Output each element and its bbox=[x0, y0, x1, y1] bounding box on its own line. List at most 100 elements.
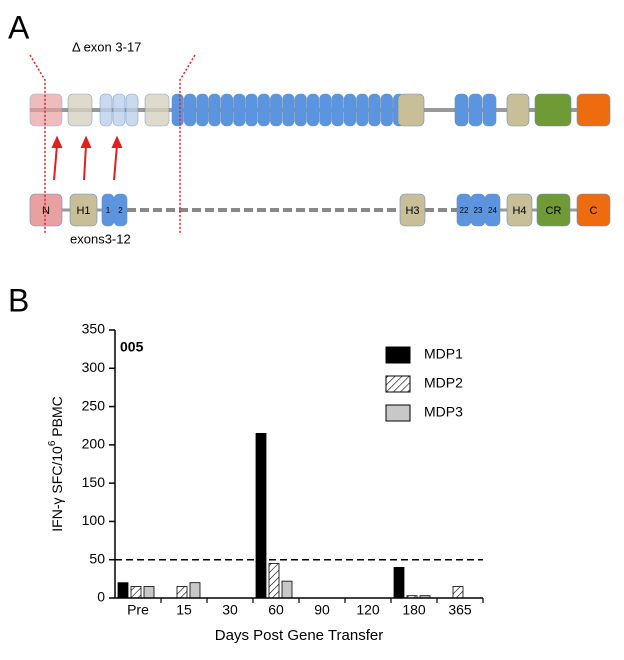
y-tick-label: 0 bbox=[97, 589, 105, 605]
segment bbox=[294, 93, 307, 127]
bar bbox=[393, 566, 405, 599]
arrows bbox=[51, 135, 123, 181]
x-axis-label: Days Post Gene Transfer bbox=[215, 627, 383, 644]
bar bbox=[452, 586, 464, 599]
segment bbox=[380, 93, 393, 127]
deletion-boundary bbox=[179, 54, 196, 235]
bar bbox=[268, 563, 280, 599]
x-tick-label: 30 bbox=[222, 602, 238, 618]
x-tick-label: 15 bbox=[176, 602, 192, 618]
domain-label: H3 bbox=[405, 205, 419, 217]
segment bbox=[208, 93, 221, 127]
panel-label: A bbox=[8, 9, 30, 45]
bar bbox=[143, 586, 155, 599]
legend-swatch bbox=[385, 404, 411, 422]
legend-swatch bbox=[385, 346, 411, 364]
domain-label: N bbox=[42, 205, 50, 217]
x-tick-label: 60 bbox=[268, 602, 284, 618]
bar bbox=[281, 580, 293, 599]
legend-label: MDP1 bbox=[424, 346, 463, 362]
x-tick-label: 365 bbox=[448, 602, 472, 618]
segment bbox=[356, 93, 369, 127]
segment bbox=[399, 193, 426, 227]
segment bbox=[196, 93, 209, 127]
legend-label: MDP2 bbox=[424, 375, 463, 391]
legend-label: MDP3 bbox=[424, 404, 463, 420]
segment bbox=[397, 93, 425, 127]
y-label-sup: 6 bbox=[47, 440, 58, 446]
domain-label: CR bbox=[546, 205, 562, 217]
full-protein bbox=[29, 93, 611, 127]
segment bbox=[482, 93, 497, 127]
segment bbox=[144, 93, 170, 127]
segment bbox=[468, 93, 483, 127]
segment bbox=[576, 193, 611, 227]
bar-chart: 0 50 100 150 200 250 300 350 Pre 15 30 60 90 120 180 36… bbox=[47, 321, 484, 644]
segment bbox=[506, 93, 530, 127]
x-tick-label: 90 bbox=[314, 602, 330, 618]
segment bbox=[69, 193, 98, 227]
segment bbox=[125, 93, 139, 127]
segment bbox=[343, 93, 357, 127]
segment bbox=[29, 93, 63, 127]
domain-label: 23 bbox=[474, 206, 483, 215]
segment bbox=[171, 93, 184, 127]
segment bbox=[257, 93, 270, 127]
y-tick-label: 200 bbox=[82, 436, 106, 452]
segment bbox=[184, 93, 197, 127]
domain-label: 22 bbox=[460, 206, 469, 215]
bar bbox=[130, 586, 142, 599]
y-tick-label: 50 bbox=[89, 550, 105, 566]
segment bbox=[484, 193, 501, 227]
bar bbox=[189, 582, 201, 599]
legend-swatch bbox=[385, 375, 411, 393]
y-tick-label: 350 bbox=[82, 321, 106, 337]
x-tick-label: 180 bbox=[402, 602, 426, 618]
segment bbox=[282, 93, 295, 127]
x-tick-label: 120 bbox=[356, 602, 380, 618]
segment bbox=[306, 93, 320, 127]
annotation: 005 bbox=[120, 339, 144, 355]
domain-label: 24 bbox=[488, 206, 497, 215]
segment bbox=[270, 93, 283, 127]
bar bbox=[176, 586, 188, 599]
deletion-label: Δ exon 3-17 bbox=[72, 39, 141, 54]
bar bbox=[255, 432, 267, 599]
segment bbox=[112, 93, 126, 127]
bar bbox=[117, 582, 129, 599]
segment bbox=[319, 93, 332, 127]
y-tick-label: 150 bbox=[82, 474, 106, 490]
domain-label: C bbox=[590, 205, 598, 217]
segment bbox=[534, 93, 572, 127]
y-axis-label: IFN-γ SFC/106 PBMC bbox=[47, 396, 65, 531]
segment bbox=[29, 193, 63, 227]
y-tick-label: 300 bbox=[82, 359, 106, 375]
segment bbox=[454, 93, 469, 127]
segment bbox=[67, 93, 93, 127]
domain-label: 1 bbox=[106, 206, 111, 215]
segment bbox=[331, 93, 344, 127]
domain-label: H1 bbox=[76, 205, 90, 217]
y-label-text: IFN-γ SFC/10 bbox=[49, 446, 65, 532]
x-tick-label: Pre bbox=[127, 602, 149, 618]
deletion-boundary bbox=[29, 54, 46, 235]
domain-label: 2 bbox=[118, 206, 123, 215]
segment bbox=[576, 93, 611, 127]
segment bbox=[506, 193, 533, 227]
mini-protein: N H1 1 2 H3 22 23 24 H4 CR C bbox=[29, 193, 611, 227]
segment bbox=[233, 93, 246, 127]
segment bbox=[113, 193, 128, 227]
panel-label: B bbox=[8, 282, 29, 318]
segment bbox=[245, 93, 258, 127]
segment bbox=[368, 93, 381, 127]
segment bbox=[99, 93, 113, 127]
y-tick-label: 250 bbox=[82, 397, 106, 413]
segment bbox=[536, 193, 571, 227]
exon-note: exons3-12 bbox=[70, 231, 131, 246]
y-tick-label: 100 bbox=[82, 512, 106, 528]
domain-label: H4 bbox=[512, 205, 526, 217]
y-label-tail: PBMC bbox=[49, 396, 65, 440]
segment bbox=[220, 93, 233, 127]
